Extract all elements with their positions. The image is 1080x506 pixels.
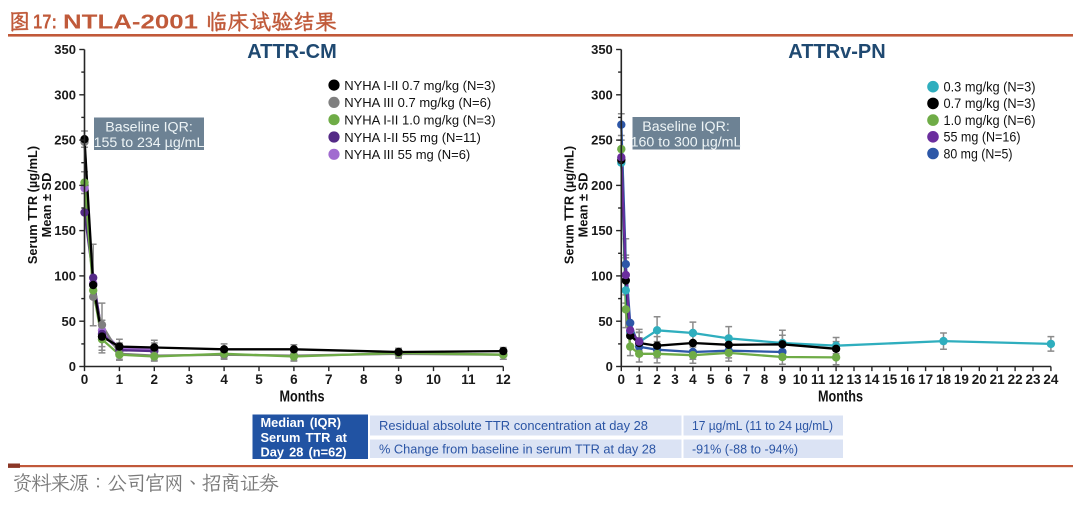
svg-text:0: 0: [69, 359, 76, 374]
svg-text:15: 15: [882, 372, 898, 387]
svg-text:23: 23: [1025, 372, 1041, 387]
svg-text:NYHA I-II 1.0 mg/kg (N=3): NYHA I-II 1.0 mg/kg (N=3): [344, 113, 495, 128]
svg-text:200: 200: [54, 178, 76, 193]
svg-text:17 µg/mL (11 to 24 µg/mL): 17 µg/mL (11 to 24 µg/mL): [692, 418, 833, 433]
svg-text:300: 300: [591, 87, 613, 102]
svg-text:14: 14: [864, 372, 880, 387]
svg-text:24: 24: [1043, 372, 1059, 387]
svg-text:250: 250: [591, 133, 613, 148]
svg-text:0: 0: [618, 372, 626, 387]
svg-text:-91% (-88 to -94%): -91% (-88 to -94%): [692, 442, 798, 457]
svg-text:150: 150: [591, 223, 613, 238]
svg-text:Mean ± SD: Mean ± SD: [39, 173, 54, 238]
svg-text:3: 3: [671, 372, 679, 387]
svg-text:11: 11: [811, 372, 826, 387]
svg-text:150: 150: [54, 223, 76, 238]
svg-text:NTLA-2001: NTLA-2001: [63, 11, 198, 34]
svg-text:NYHA I-II 55 mg (N=11): NYHA I-II 55 mg (N=11): [344, 130, 481, 145]
svg-text:Serum TTR (µg/mL): Serum TTR (µg/mL): [25, 146, 40, 264]
svg-text:Months: Months: [280, 389, 325, 406]
svg-text:55 mg (N=16): 55 mg (N=16): [944, 129, 1021, 145]
svg-text:0.7 mg/kg (N=3): 0.7 mg/kg (N=3): [944, 95, 1036, 111]
svg-text:17:: 17:: [33, 11, 57, 34]
svg-text:21: 21: [990, 372, 1006, 387]
svg-text:0.3 mg/kg (N=3): 0.3 mg/kg (N=3): [944, 79, 1036, 95]
svg-text:50: 50: [62, 314, 76, 329]
svg-text:Residual absolute TTR concentr: Residual absolute TTR concentration at d…: [379, 418, 648, 433]
svg-text:Median (IQR): Median (IQR): [261, 415, 342, 430]
svg-text:0: 0: [606, 359, 613, 374]
svg-text:0: 0: [81, 372, 89, 387]
svg-text:NYHA III 55 mg (N=6): NYHA III 55 mg (N=6): [344, 147, 470, 162]
svg-text:2: 2: [151, 372, 159, 387]
svg-text:Serum TTR (µg/mL): Serum TTR (µg/mL): [562, 146, 577, 264]
svg-text:4: 4: [220, 372, 228, 387]
svg-text:NYHA I-II 0.7 mg/kg (N=3): NYHA I-II 0.7 mg/kg (N=3): [344, 78, 495, 93]
svg-text:1.0 mg/kg (N=6): 1.0 mg/kg (N=6): [944, 112, 1036, 128]
svg-text:22: 22: [1008, 372, 1023, 387]
svg-text:350: 350: [591, 42, 613, 57]
svg-text:9: 9: [779, 372, 787, 387]
svg-text:8: 8: [360, 372, 368, 387]
svg-text:350: 350: [54, 42, 76, 57]
svg-text:NYHA III 0.7 mg/kg (N=6): NYHA III 0.7 mg/kg (N=6): [344, 95, 491, 110]
svg-text:100: 100: [591, 269, 613, 284]
svg-text:20: 20: [972, 372, 987, 387]
svg-text:Mean ± SD: Mean ± SD: [576, 173, 591, 238]
svg-text:200: 200: [591, 178, 613, 193]
svg-text:ATTRv-PN: ATTRv-PN: [788, 41, 885, 63]
svg-text:Serum TTR at: Serum TTR at: [261, 430, 348, 445]
svg-text:18: 18: [936, 372, 952, 387]
svg-text:% Change from baseline in seru: % Change from baseline in serum TTR at d…: [379, 442, 656, 457]
svg-text:80 mg (N=5): 80 mg (N=5): [944, 145, 1013, 161]
svg-text:4: 4: [689, 372, 697, 387]
svg-text:3: 3: [185, 372, 193, 387]
svg-text:1: 1: [116, 372, 124, 387]
svg-text:7: 7: [325, 372, 333, 387]
svg-text:2: 2: [653, 372, 661, 387]
svg-text:10: 10: [426, 372, 441, 387]
svg-text:8: 8: [761, 372, 769, 387]
svg-text:155 to 234 µg/mL: 155 to 234 µg/mL: [94, 135, 205, 151]
svg-text:100: 100: [54, 269, 76, 284]
svg-text:16: 16: [900, 372, 916, 387]
svg-text:9: 9: [395, 372, 403, 387]
svg-text:Day 28 (n=62): Day 28 (n=62): [261, 445, 347, 460]
svg-text:50: 50: [598, 314, 612, 329]
svg-text:Baseline IQR:: Baseline IQR:: [105, 120, 193, 136]
svg-text:Months: Months: [818, 389, 863, 406]
svg-text:5: 5: [707, 372, 715, 387]
svg-text:7: 7: [743, 372, 751, 387]
svg-text:160 to 300 µg/mL: 160 to 300 µg/mL: [631, 135, 742, 151]
svg-text:6: 6: [290, 372, 298, 387]
svg-text:Baseline IQR:: Baseline IQR:: [642, 119, 730, 135]
svg-text:12: 12: [829, 372, 844, 387]
svg-text:12: 12: [496, 372, 511, 387]
svg-text:10: 10: [793, 372, 808, 387]
svg-text:300: 300: [54, 87, 76, 102]
svg-text:6: 6: [725, 372, 733, 387]
svg-text:250: 250: [54, 133, 76, 148]
svg-text:5: 5: [255, 372, 263, 387]
svg-text:19: 19: [954, 372, 969, 387]
svg-text:11: 11: [461, 372, 476, 387]
svg-text:17: 17: [918, 372, 933, 387]
svg-text:1: 1: [635, 372, 643, 387]
svg-text:13: 13: [846, 372, 862, 387]
svg-text:ATTR-CM: ATTR-CM: [247, 41, 337, 63]
